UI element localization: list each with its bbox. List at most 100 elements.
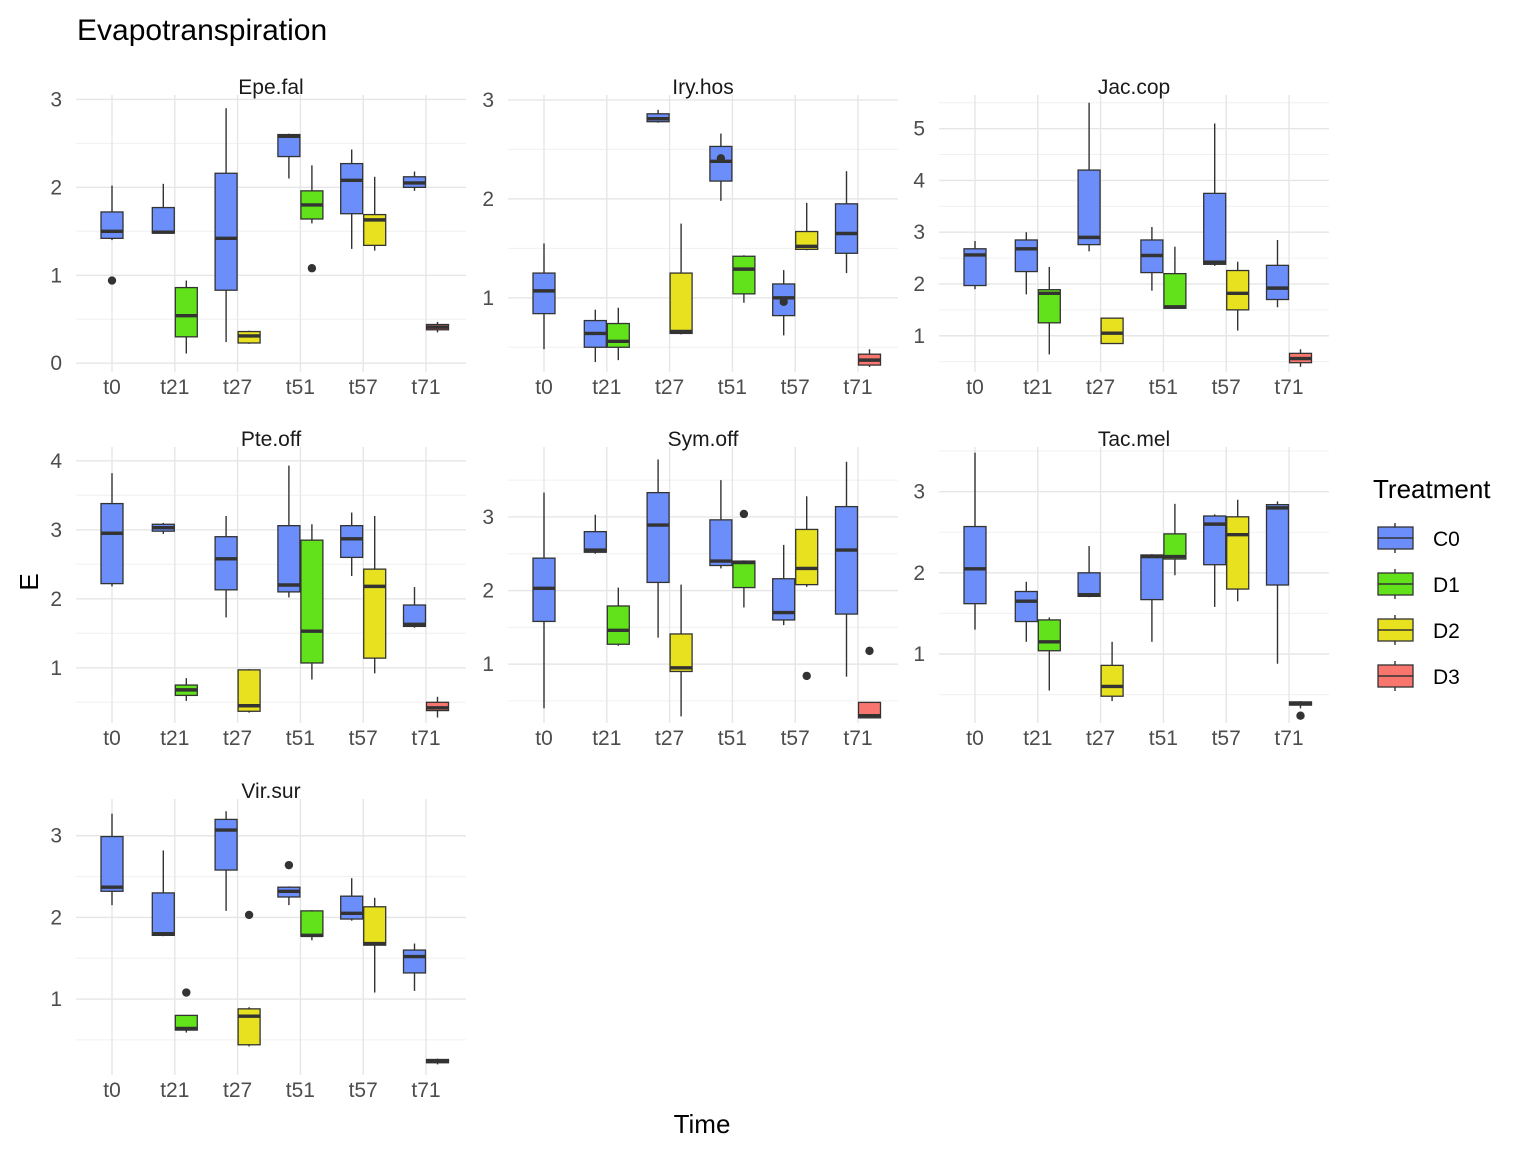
x-tick-label: t51 (718, 376, 747, 399)
x-tick-label: t21 (160, 376, 189, 399)
box-body (277, 525, 301, 593)
box-t51-D1 (1163, 246, 1187, 309)
outlier-point (802, 671, 811, 681)
legend-item-c0: C0 (1377, 523, 1460, 553)
box-t0-C0 (532, 243, 556, 350)
box-body (1077, 572, 1101, 598)
box-t21-C0 (583, 514, 607, 554)
box-t51-D1 (1163, 503, 1187, 576)
box-t57-D2 (363, 897, 387, 993)
box-body (277, 133, 301, 158)
box-body (237, 669, 261, 712)
box-t0-C0 (963, 241, 987, 290)
box-body (402, 604, 427, 628)
x-tick-label: t71 (1274, 727, 1303, 750)
box-t51-C0 (709, 133, 733, 201)
box-body (174, 286, 198, 338)
legend-label: D2 (1433, 620, 1460, 643)
box-t27-D2 (1100, 641, 1124, 702)
x-tick-label: t51 (718, 727, 747, 750)
box-t0-C0 (100, 185, 124, 285)
box-body (732, 255, 756, 295)
outlier-point (244, 910, 254, 920)
box-t57-C0 (340, 512, 364, 577)
box-t21-D1 (606, 307, 630, 361)
outlier-point (865, 646, 874, 656)
x-tick-label: t27 (1086, 727, 1115, 750)
box-body (834, 203, 859, 254)
panel-title: Iry.hos (672, 76, 733, 99)
y-tick-label: 3 (913, 481, 925, 504)
box-t21-C0 (151, 850, 175, 937)
outlier-point (107, 276, 117, 285)
facet-panels: 0 1 2 3 t0 t21 t27 t51 t57 t71 Epe.fal 1 2 3 t0 t21 t27 t… (50, 76, 1329, 1102)
box-t27-D2 (669, 223, 693, 335)
y-tick-label: 3 (50, 519, 62, 542)
box-body (1203, 515, 1227, 566)
box-t71-D3 (1288, 349, 1313, 367)
x-tick-label: t71 (843, 376, 872, 399)
x-tick-label: t71 (843, 727, 872, 750)
outlier-point (739, 509, 749, 519)
x-tick-label: t27 (223, 727, 252, 750)
box-body (340, 162, 364, 215)
panel-tac-mel: 1 2 3 t0 t21 t27 t51 t57 t71 Tac.mel (913, 428, 1329, 750)
box-t27-C0 (214, 811, 238, 911)
box-t0-C0 (100, 813, 124, 906)
x-tick-label: t57 (349, 376, 378, 399)
legend-label: D3 (1433, 666, 1460, 689)
box-body (1226, 269, 1250, 311)
x-tick-label: t51 (1149, 727, 1178, 750)
x-tick-label: t0 (535, 376, 553, 399)
box-t0-C0 (963, 452, 987, 630)
box-t57-C0 (772, 544, 796, 626)
box-body (709, 145, 733, 182)
x-tick-label: t71 (411, 727, 440, 750)
legend-label: C0 (1433, 528, 1460, 551)
box-body (1226, 516, 1250, 590)
box-body (606, 322, 630, 348)
panel-title: Epe.fal (238, 76, 303, 99)
y-tick-label: 5 (913, 118, 925, 141)
box-body (583, 530, 607, 553)
box-body (834, 505, 859, 615)
y-tick-label: 1 (50, 657, 62, 680)
box-t57-D2 (795, 496, 819, 681)
box-t51-C0 (277, 465, 301, 598)
box-t21-D1 (174, 678, 198, 701)
box-t27-D2 (237, 910, 261, 1047)
box-body (1265, 503, 1290, 586)
box-t51-D1 (732, 509, 756, 608)
x-tick-label: t21 (592, 376, 621, 399)
y-tick-label: 2 (50, 588, 62, 611)
box-body (532, 272, 556, 315)
box-t71-D3 (1288, 701, 1313, 720)
box-body (1203, 192, 1227, 265)
box-t21-D1 (1037, 266, 1061, 355)
box-t51-C0 (1140, 554, 1164, 642)
box-t57-D2 (1226, 261, 1250, 331)
box-t27-C0 (646, 459, 670, 638)
box-t21-C0 (151, 183, 175, 234)
box-t27-C0 (1077, 546, 1101, 598)
box-body (340, 895, 364, 920)
box-body (963, 525, 987, 605)
box-body (669, 633, 693, 673)
y-tick-label: 3 (50, 825, 62, 848)
y-tick-label: 2 (482, 188, 494, 211)
box-body (1140, 554, 1164, 601)
panel-iry-hos: 1 2 3 t0 t21 t27 t51 t57 t71 Iry.hos (482, 76, 898, 399)
x-tick-label: t51 (286, 727, 315, 750)
box-t27-D2 (237, 669, 261, 713)
x-tick-label: t27 (223, 376, 252, 399)
box-t71-D3 (857, 646, 882, 719)
box-body (340, 525, 364, 559)
box-body (772, 578, 796, 621)
box-body (300, 910, 324, 937)
x-tick-label: t21 (592, 727, 621, 750)
x-tick-label: t71 (1274, 376, 1303, 399)
box-t51-C0 (277, 133, 301, 179)
y-tick-label: 3 (913, 221, 925, 244)
y-tick-label: 3 (482, 89, 494, 112)
box-t21-D1 (606, 587, 630, 646)
